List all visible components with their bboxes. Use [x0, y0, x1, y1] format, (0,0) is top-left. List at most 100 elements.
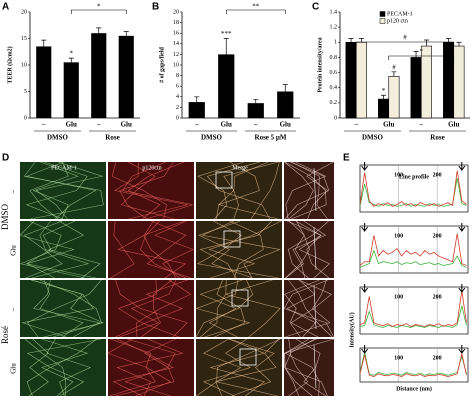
y-tick-label: 10 — [21, 62, 27, 68]
panel-letter: E — [343, 153, 350, 164]
cell-edge — [197, 161, 244, 220]
cell-edge — [111, 161, 167, 220]
group-label: Rose — [430, 134, 444, 142]
y-tick-label: 14 — [173, 41, 179, 47]
cell-edge — [286, 220, 330, 279]
cell-edge — [115, 279, 188, 338]
profile-line — [359, 233, 467, 266]
x-tick-label: – — [96, 121, 101, 129]
cell-edge — [286, 279, 317, 338]
cell-edge — [119, 161, 174, 220]
cell-edge — [291, 161, 328, 220]
bar — [378, 98, 390, 119]
x-tick-label: 200 — [433, 294, 442, 300]
arrow — [458, 162, 466, 171]
cell-edge — [229, 220, 264, 279]
x-tick-label: 100 — [394, 355, 403, 361]
cell-edge — [25, 161, 88, 220]
bracket — [70, 9, 127, 14]
bar — [118, 35, 134, 118]
cell-edge — [146, 220, 192, 279]
error-bar — [348, 38, 354, 43]
arrow — [361, 162, 369, 171]
panel-letter: C — [312, 2, 319, 13]
bar — [410, 57, 422, 119]
cell-edge — [284, 161, 314, 220]
bar — [453, 45, 465, 119]
y-tick-label: 0.8 — [330, 55, 338, 61]
y-tick-label: 16 — [173, 31, 179, 37]
error-bar — [123, 31, 129, 36]
y-tick-label: 12 — [173, 52, 179, 58]
arrow — [361, 284, 369, 293]
cell-edge — [28, 338, 49, 397]
cell-edge — [216, 338, 281, 397]
annotation: # — [403, 34, 407, 42]
panel-letter: A — [2, 2, 9, 13]
cell-edge — [284, 279, 331, 338]
cell-edge — [198, 220, 253, 279]
error-bar — [253, 99, 259, 104]
bar — [420, 45, 432, 119]
y-tick-label: 4 — [176, 94, 179, 100]
y-tick-label: 10 — [173, 62, 179, 68]
cell-edge — [284, 161, 330, 220]
cell-edge — [39, 279, 102, 338]
cell-edge — [48, 220, 101, 279]
bar — [247, 103, 264, 118]
y-tick-label: 20 — [173, 9, 179, 15]
error-bar — [413, 51, 419, 58]
y-axis-label: Intensity(AU) — [348, 312, 355, 347]
micrograph — [284, 162, 334, 219]
group-label: DMSO — [47, 134, 69, 142]
error-bar — [391, 71, 397, 77]
profile-line — [359, 178, 467, 207]
row-label: – — [10, 307, 18, 312]
cell-edge — [119, 279, 177, 338]
error-bar — [446, 38, 452, 43]
group-label: DMSO — [362, 134, 384, 142]
profile-line — [359, 353, 467, 377]
cell-edge — [33, 279, 100, 338]
error-bar — [194, 96, 200, 103]
profile-line — [359, 351, 467, 376]
cell-edge — [109, 338, 156, 397]
column-label: p120ctn — [142, 165, 161, 171]
x-tick-label: Glu — [66, 121, 77, 129]
cell-edge — [25, 220, 96, 279]
bar — [277, 91, 294, 118]
y-tick-label: 18 — [173, 20, 179, 26]
micrograph — [20, 221, 106, 278]
cell-edge — [136, 279, 192, 338]
cell-edge — [208, 220, 282, 279]
cell-edge — [154, 220, 194, 279]
profile-line — [359, 305, 467, 328]
cell-edge — [203, 338, 251, 397]
cell-edge — [285, 161, 327, 220]
group-label: Rose 5 μM — [255, 134, 287, 142]
cell-edge — [32, 161, 79, 220]
cell-edge — [217, 161, 279, 220]
error-bar — [456, 41, 462, 47]
row-label: Glu — [10, 363, 18, 374]
cell-edge — [196, 338, 242, 397]
y-tick-label: 2 — [176, 105, 179, 111]
cell-edge — [285, 220, 305, 279]
error-bar — [381, 94, 387, 100]
cell-edge — [283, 279, 335, 338]
profile-line — [359, 170, 467, 207]
y-tick-label: 0 — [24, 115, 27, 121]
cell-edge — [216, 161, 269, 220]
cell-edge — [127, 161, 185, 220]
plot-frame — [359, 347, 469, 383]
zoom-box — [231, 289, 249, 307]
y-tick-label: 0.6 — [330, 70, 338, 76]
micrograph — [284, 339, 334, 396]
cell-edge — [209, 338, 266, 397]
x-tick-label: Glu — [121, 121, 132, 129]
x-tick-label: Glu — [280, 121, 291, 129]
cell-edge — [117, 220, 187, 279]
cell-edge — [46, 338, 92, 397]
bracket — [388, 55, 455, 60]
group-label: Rosé — [0, 326, 10, 344]
